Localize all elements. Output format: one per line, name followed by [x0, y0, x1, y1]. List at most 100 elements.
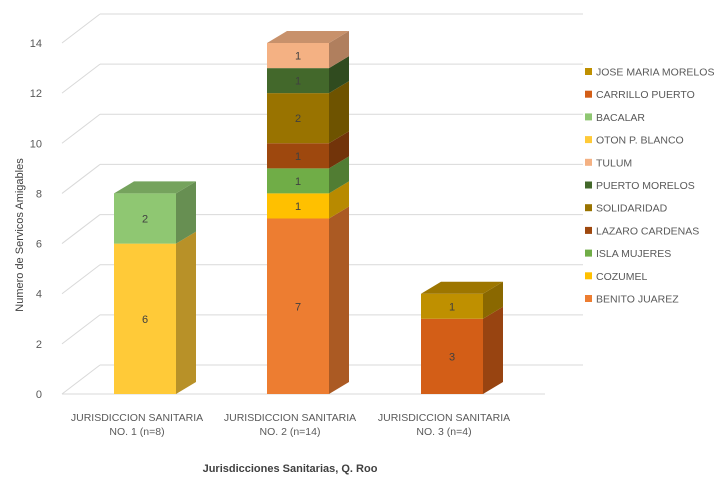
y-tick-label: 2: [36, 339, 42, 351]
data-label: 1: [295, 51, 301, 63]
bar-segment-side: [329, 156, 349, 194]
gridline-side: [61, 314, 101, 345]
legend-swatch: [585, 90, 592, 98]
legend-item: CARRILLO PUERTO: [585, 89, 695, 101]
x-axis-label: Jurisdicciones Sanitarias, Q. Roo: [203, 463, 378, 475]
gridline-side: [61, 63, 101, 94]
legend-item: OTON P. BLANCO: [585, 135, 684, 147]
x-tick-label: JURISDICCION SANITARIA NO. 3 (n=4): [378, 412, 510, 438]
bar-segment: 6: [114, 231, 196, 394]
y-tick-label: 14: [30, 38, 42, 50]
legend-swatch: [585, 272, 592, 280]
bar-segment-front: [421, 318, 483, 394]
bar-segment: 7: [267, 206, 349, 394]
legend-label: LAZARO CARDENAS: [596, 225, 699, 237]
legend-swatch: [585, 136, 592, 144]
bar-segment-front: [267, 193, 329, 219]
bar-top: [114, 181, 196, 194]
bar-segment: 2: [267, 81, 349, 144]
y-tick-label: 0: [36, 389, 42, 401]
legend-swatch: [585, 204, 592, 212]
legend-label: PUERTO MORELOS: [596, 180, 695, 192]
x-tick-label-line: JURISDICCION SANITARIA: [71, 412, 203, 424]
legend-label: CARRILLO PUERTO: [596, 89, 695, 101]
bar-segment-front: [267, 43, 329, 69]
legend-item: BENITO JUAREZ: [585, 294, 679, 306]
y-axis-ticks: 0 2 4 6 8 10 12 14: [30, 38, 42, 401]
y-tick-label: 6: [36, 239, 42, 251]
legend-label: ISLA MUJERES: [596, 248, 671, 260]
data-label: 7: [295, 301, 301, 313]
bar-segment-side: [176, 231, 196, 394]
bar-segment: 1: [267, 131, 349, 169]
legend-swatch: [585, 249, 592, 257]
legend-item: COZUMEL: [585, 271, 647, 283]
bar-segment: 2: [114, 181, 196, 244]
legend-swatch: [585, 68, 592, 75]
legend-item: BACALAR: [585, 112, 645, 124]
bar-segment: 1: [267, 56, 349, 94]
data-label: 1: [295, 76, 301, 88]
legend-item: PUERTO MORELOS: [585, 180, 695, 192]
bar-segment-side: [176, 181, 196, 244]
legend-label: SOLIDARIDAD: [596, 203, 668, 215]
legend-swatch: [585, 181, 592, 189]
bar-top: [267, 31, 349, 43]
legend-label: COZUMEL: [596, 271, 647, 283]
bar-segment-front: [421, 293, 483, 319]
gridline-side: [61, 113, 101, 144]
gridline-side: [61, 214, 101, 244]
legend-swatch: [585, 226, 592, 234]
gridline-side: [61, 13, 101, 44]
data-label: 1: [295, 176, 301, 188]
y-axis-label: Numero de Servicos Amigables: [14, 158, 26, 312]
legend-label: BACALAR: [596, 112, 645, 124]
bar-segment-side: [329, 206, 349, 394]
legend-swatch: [585, 113, 592, 121]
bar-segment-front: [267, 218, 329, 394]
legend-swatch: [585, 158, 592, 166]
data-label: 1: [295, 201, 301, 213]
data-label: 3: [449, 351, 455, 363]
bar-segment: 3: [421, 306, 503, 394]
y-tick-label: 10: [30, 138, 42, 150]
bar-segment-front: [114, 193, 176, 244]
gridline-side: [61, 264, 101, 295]
x-tick-label-line: JURISDICCION SANITARIA: [224, 412, 356, 424]
y-tick-label: 4: [36, 289, 42, 301]
legend-item: ISLA MUJERES: [585, 248, 671, 260]
bar-segment: 1: [267, 181, 349, 219]
bar-segment-side: [329, 181, 349, 219]
legend-item: TULUM: [585, 157, 632, 169]
bar-segment: 1: [421, 281, 503, 319]
legend-label: BENITO JUAREZ: [596, 294, 679, 306]
legend-item: SOLIDARIDAD: [585, 203, 668, 215]
bar-segment-side: [329, 81, 349, 144]
x-tick-label-line: NO. 2 (n=14): [260, 426, 321, 438]
data-label: 1: [449, 301, 455, 313]
data-label: 6: [142, 314, 148, 326]
gridline-side: [61, 364, 101, 395]
gridline-side: [61, 164, 101, 194]
data-label: 2: [295, 113, 301, 125]
data-label: 1: [295, 151, 301, 163]
bar-segment-front: [267, 93, 329, 144]
data-label: 2: [142, 214, 148, 226]
x-tick-label-line: NO. 1 (n=8): [109, 426, 164, 438]
bar-segment-side: [329, 56, 349, 94]
bar-segment-front: [267, 143, 329, 169]
bar-top: [421, 281, 503, 294]
bar-segment-side: [329, 31, 349, 69]
x-tick-label-line: JURISDICCION SANITARIA: [378, 412, 510, 424]
bars: 6 2 7 1 1 1 2 1 1 3 1: [114, 31, 503, 394]
legend-item: JOSE MARIA MORELOS: [585, 67, 714, 79]
x-tick-label: JURISDICCION SANITARIA NO. 2 (n=14): [224, 412, 356, 438]
legend-item: LAZARO CARDENAS: [585, 225, 699, 237]
x-tick-label: JURISDICCION SANITARIA NO. 1 (n=8): [71, 412, 203, 438]
bar-segment-side: [483, 306, 503, 394]
y-tick-label: 12: [30, 88, 42, 100]
bar-segment-side: [329, 131, 349, 169]
bar-segment-side: [483, 281, 503, 319]
legend-label: OTON P. BLANCO: [596, 135, 684, 147]
